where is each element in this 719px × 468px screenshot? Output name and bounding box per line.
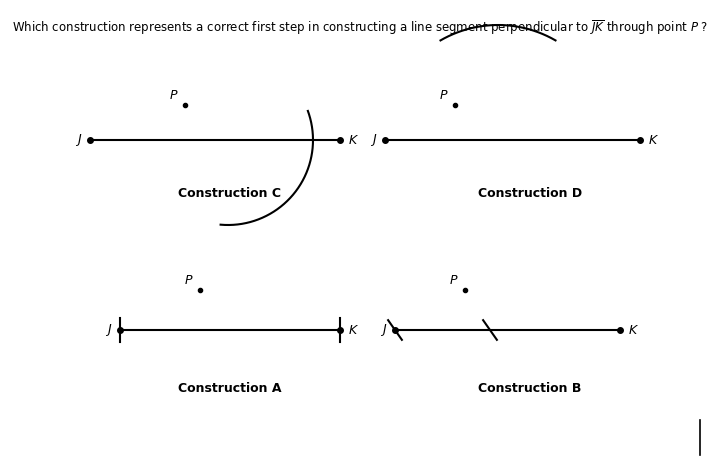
Text: $P$: $P$: [449, 274, 459, 287]
Text: $K$: $K$: [348, 133, 359, 146]
Text: $K$: $K$: [628, 323, 639, 336]
Text: Construction A: Construction A: [178, 382, 282, 395]
Text: $P$: $P$: [439, 89, 449, 102]
Text: $J$: $J$: [380, 322, 387, 338]
Text: $J$: $J$: [370, 132, 377, 148]
Text: $K$: $K$: [348, 323, 359, 336]
Text: $J$: $J$: [75, 132, 82, 148]
Text: Which construction represents a correct first step in constructing a line segmen: Which construction represents a correct …: [12, 18, 708, 37]
Text: $J$: $J$: [105, 322, 112, 338]
Text: $P$: $P$: [170, 89, 179, 102]
Text: $P$: $P$: [185, 274, 194, 287]
Text: $K$: $K$: [648, 133, 659, 146]
Text: Construction B: Construction B: [478, 382, 582, 395]
Text: Construction C: Construction C: [178, 187, 282, 200]
Text: Construction D: Construction D: [478, 187, 582, 200]
